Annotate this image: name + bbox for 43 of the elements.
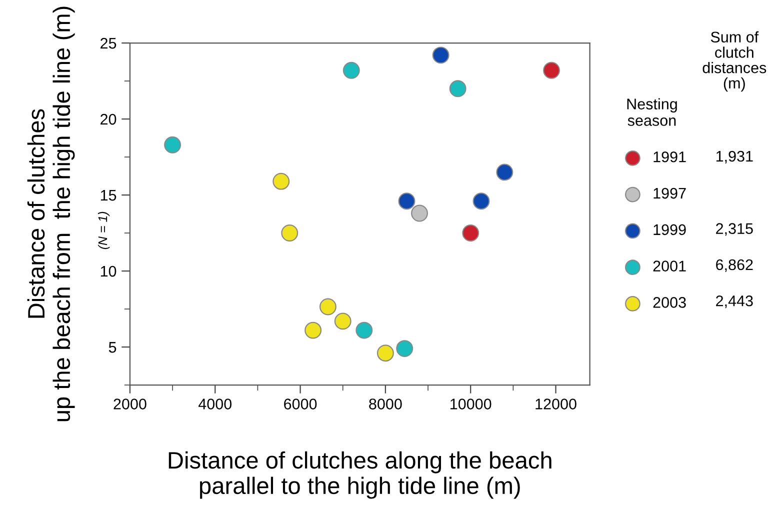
- y-tick-label: 20: [100, 114, 116, 125]
- legend-label: 2003: [653, 297, 686, 308]
- point: [432, 46, 450, 64]
- point: [543, 62, 560, 79]
- point: [398, 192, 416, 210]
- point: [449, 80, 466, 98]
- point: [376, 344, 394, 362]
- text: Sum of clutch distances (m): [702, 31, 766, 92]
- legend-label: 1991: [654, 151, 686, 162]
- legend-label: 1999: [654, 224, 686, 236]
- text: 2,443: [716, 295, 753, 308]
- point: [462, 224, 480, 242]
- point: [319, 298, 336, 316]
- legend-label: 2001: [653, 260, 686, 272]
- text: 6,862: [716, 259, 753, 272]
- x-tick-label: 8000: [369, 398, 402, 410]
- point: [342, 62, 360, 79]
- y-tick-label: 25: [100, 38, 116, 49]
- y-axis-title: Distance of clutches up the beach from the high tide line (m): [27, 6, 75, 422]
- point: [356, 322, 373, 339]
- point: [334, 312, 352, 330]
- point: [396, 340, 414, 358]
- text: (N = 1): [98, 212, 110, 250]
- text: 2,315: [716, 223, 753, 236]
- point: [281, 224, 298, 242]
- x-tick-label: 2000: [114, 398, 146, 410]
- y-tick-label: 15: [100, 190, 116, 201]
- x-axis-title: Distance of clutches along the beach parallel to the high tide line (m): [168, 451, 552, 499]
- point: [472, 192, 490, 210]
- point: [411, 204, 428, 222]
- y-tick-label: 10: [100, 266, 116, 277]
- legend-title: Nesting season: [627, 98, 677, 126]
- y-tick-label: 5: [108, 342, 116, 353]
- point: [272, 172, 290, 190]
- point: [304, 322, 322, 339]
- x-tick-label: 4000: [198, 398, 232, 410]
- x-tick-label: 10000: [450, 398, 492, 410]
- text: 1,931: [716, 150, 753, 164]
- legend-label: 1997: [654, 188, 686, 199]
- x-tick-label: 6000: [284, 398, 317, 410]
- point: [496, 164, 514, 181]
- point: [164, 136, 182, 154]
- x-tick-label: 12000: [536, 398, 576, 410]
